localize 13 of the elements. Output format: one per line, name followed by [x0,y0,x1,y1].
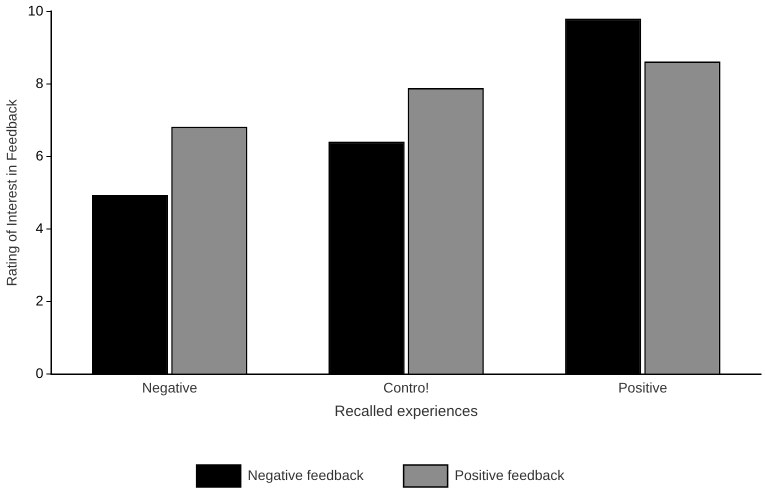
x-tick-label: Negative [142,379,198,396]
y-axis-title: Rating of Interest in Feedback [3,98,20,286]
x-tick-label: Positive [618,379,668,396]
legend-label: Positive feedback [454,466,566,483]
y-tick-label: 0 [36,365,44,382]
y-tick-label: 6 [36,147,44,164]
x-axis-title: Recalled experiences [334,403,478,420]
y-tick-label: 4 [36,220,44,236]
y-tick-label: 2 [36,292,44,308]
legend-label: Negative feedback [248,466,365,483]
y-tick-label: 10 [28,2,44,18]
y-tick-label: 8 [36,74,44,91]
x-tick-label: Contro! [383,379,430,396]
